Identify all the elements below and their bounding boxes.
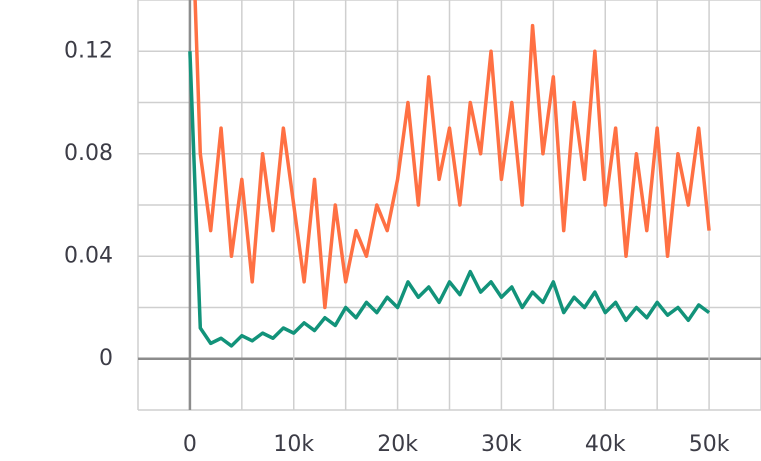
series-line [188,51,711,348]
x-tick-label: 20k [377,432,418,457]
x-tick-label: 10k [273,432,314,457]
x-tick-label: 30k [481,432,522,457]
y-tick-label: 0.04 [64,243,113,268]
tick-labels: 0 0.04 0.08 0.12 0 10k 20k 30k 40k 50k [64,38,730,457]
y-tick-label: 0.12 [64,38,113,63]
y-tick-label: 0 [99,346,113,371]
series-line [193,0,711,310]
plot-area [188,0,711,348]
x-tick-label: 50k [689,432,730,457]
x-tick-label: 40k [585,432,626,457]
x-tick-label: 0 [183,432,197,457]
grid [137,0,761,411]
y-tick-label: 0.08 [64,141,113,166]
